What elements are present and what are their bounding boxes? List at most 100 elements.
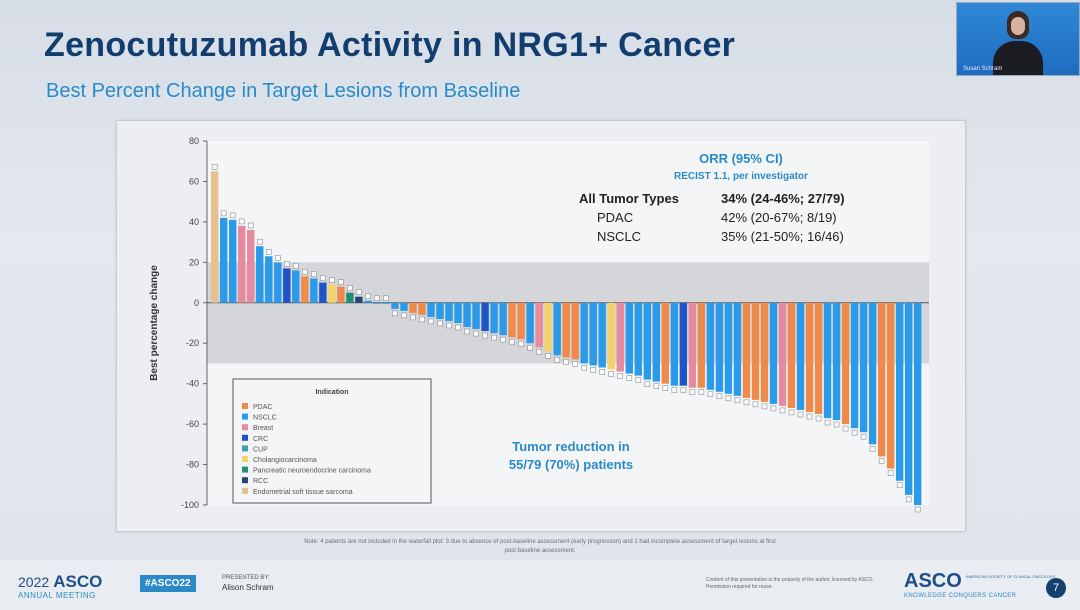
waterfall-bar bbox=[877, 302, 886, 457]
hashtag-badge: #ASCO22 bbox=[140, 575, 196, 592]
waterfall-bar bbox=[706, 302, 715, 390]
bar-end-marker bbox=[554, 357, 560, 363]
waterfall-bar bbox=[724, 302, 733, 394]
waterfall-bar bbox=[841, 302, 850, 425]
waterfall-bar bbox=[904, 302, 913, 495]
bar-end-marker bbox=[914, 506, 921, 513]
speaker-video-thumbnail[interactable]: Susan Schram bbox=[956, 2, 1080, 76]
y-tick-label: 0 bbox=[194, 298, 199, 308]
waterfall-bar bbox=[832, 302, 841, 421]
waterfall-bar bbox=[247, 229, 255, 303]
waterfall-bar bbox=[445, 302, 453, 321]
waterfall-bar bbox=[508, 302, 516, 338]
waterfall-bar bbox=[328, 284, 336, 303]
orr-title: ORR (95% CI) bbox=[699, 151, 783, 166]
bar-end-marker bbox=[365, 293, 371, 300]
asco-tagline: KNOWLEDGE CONQUERS CANCER bbox=[904, 593, 1017, 599]
y-tick-label: -20 bbox=[186, 338, 199, 348]
legend-swatch bbox=[242, 445, 248, 452]
legend-label: CUP bbox=[253, 446, 268, 453]
bar-end-marker bbox=[518, 340, 524, 347]
asco-left-text: ASCO bbox=[53, 572, 103, 591]
waterfall-bar bbox=[517, 302, 525, 340]
waterfall-bar bbox=[598, 302, 606, 368]
waterfall-bar bbox=[679, 302, 688, 386]
asco-annual-logo: 2022 ASCO bbox=[18, 572, 102, 592]
waterfall-bar bbox=[580, 302, 588, 364]
legend-box bbox=[232, 378, 432, 504]
y-tick-label: 20 bbox=[189, 257, 199, 267]
legend-label: NSCLC bbox=[253, 415, 277, 422]
bar-end-marker bbox=[419, 316, 425, 323]
waterfall-bar bbox=[364, 300, 372, 303]
asco-society-name: AMERICAN SOCIETY OF CLINICAL ONCOLOGY bbox=[966, 574, 1056, 579]
orr-row-label: NSCLC bbox=[597, 229, 641, 244]
waterfall-bar bbox=[319, 282, 327, 303]
legend-title: Indication bbox=[315, 389, 348, 396]
waterfall-bar bbox=[409, 302, 417, 313]
presenter-name: Alison Schram bbox=[222, 583, 274, 592]
legend-swatch bbox=[242, 424, 248, 431]
speaker-body bbox=[993, 41, 1043, 75]
legend-label: CRC bbox=[253, 436, 268, 443]
waterfall-bar bbox=[292, 270, 300, 303]
bar-end-marker bbox=[698, 389, 705, 396]
legend-swatch bbox=[242, 456, 248, 462]
bar-end-marker bbox=[752, 401, 759, 408]
bar-end-marker bbox=[644, 381, 651, 387]
bar-end-marker bbox=[896, 482, 903, 489]
bar-end-marker bbox=[761, 403, 768, 410]
waterfall-bar bbox=[490, 302, 498, 334]
bar-end-marker bbox=[545, 353, 551, 359]
waterfall-bar bbox=[886, 302, 895, 469]
waterfall-bar bbox=[436, 302, 444, 319]
waterfall-bar bbox=[301, 276, 309, 303]
bar-end-marker bbox=[500, 336, 506, 343]
bar-end-marker bbox=[274, 255, 281, 261]
waterfall-bar bbox=[616, 302, 624, 372]
waterfall-bar bbox=[454, 302, 462, 323]
waterfall-bar bbox=[499, 302, 507, 336]
waterfall-bar bbox=[355, 296, 363, 303]
bar-end-marker bbox=[473, 330, 479, 337]
bar-end-marker bbox=[743, 399, 750, 406]
slide-title: Zenocutuzumab Activity in NRG1+ Cancer bbox=[44, 26, 736, 64]
bar-end-marker bbox=[446, 322, 452, 329]
bar-end-marker bbox=[689, 389, 696, 396]
bar-end-marker bbox=[905, 496, 912, 503]
legend-swatch bbox=[242, 466, 248, 473]
waterfall-bar bbox=[256, 246, 264, 303]
legend-label: Pancreatic neuroendocrine carcinoma bbox=[253, 468, 371, 475]
bar-end-marker bbox=[653, 383, 660, 389]
bar-end-marker bbox=[356, 289, 362, 296]
waterfall-bar bbox=[670, 302, 679, 386]
waterfall-bar bbox=[310, 278, 318, 303]
bar-end-marker bbox=[815, 415, 822, 422]
bar-end-marker bbox=[581, 365, 588, 371]
bar-end-marker bbox=[887, 470, 894, 476]
waterfall-bar bbox=[652, 302, 661, 382]
y-tick-label: -60 bbox=[186, 419, 199, 429]
bar-end-marker bbox=[878, 458, 885, 464]
legend-swatch bbox=[242, 434, 248, 441]
bar-end-marker bbox=[392, 310, 398, 317]
waterfall-bar bbox=[661, 302, 670, 384]
bar-end-marker bbox=[491, 334, 497, 341]
speaker-face bbox=[1011, 17, 1025, 35]
y-tick-label: 40 bbox=[189, 217, 199, 227]
tumor-reduction-text: Tumor reduction in bbox=[512, 439, 630, 454]
waterfall-chart: 80 60 40 20 0 -20 -40 -60 -80 -100 Best percentage… bbox=[149, 136, 929, 513]
y-axis-label: Best percentage change bbox=[149, 265, 160, 381]
y-tick-label: 60 bbox=[189, 176, 199, 186]
orr-row-value: 35% (21-50%; 16/46) bbox=[721, 229, 844, 244]
bar-end-marker bbox=[860, 433, 867, 440]
bar-end-marker bbox=[590, 367, 597, 373]
bar-end-marker bbox=[617, 373, 624, 379]
bar-end-marker bbox=[572, 361, 579, 367]
legend-label: RCC bbox=[253, 478, 268, 485]
bar-end-marker bbox=[437, 320, 443, 327]
orr-row-label: All Tumor Types bbox=[579, 191, 679, 206]
bar-end-marker bbox=[806, 413, 813, 420]
waterfall-bar bbox=[868, 302, 877, 445]
legend-label: Cholangiocarcinoma bbox=[253, 457, 317, 464]
